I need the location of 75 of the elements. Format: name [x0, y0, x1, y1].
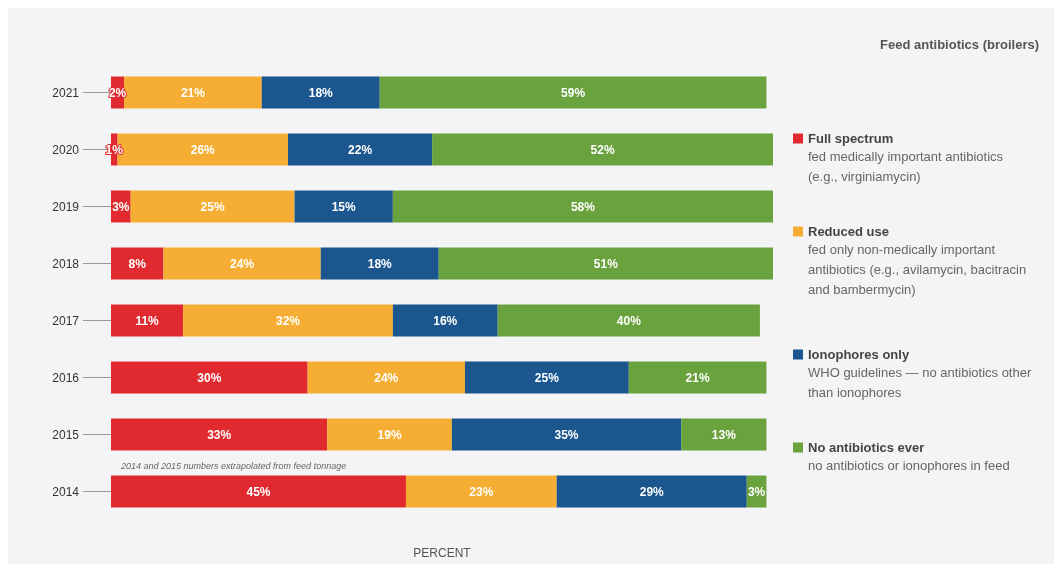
bar	[130, 190, 295, 223]
data-label: 25%	[200, 199, 225, 214]
data-label: 16%	[433, 313, 458, 328]
data-label: 24%	[374, 370, 399, 385]
bar	[628, 361, 767, 394]
y-tick-label: 2018	[52, 256, 80, 271]
y-tick-label: 2021	[52, 85, 80, 100]
bar	[287, 133, 433, 166]
data-label: 3%	[747, 484, 766, 499]
bar	[163, 247, 321, 280]
bar	[681, 418, 767, 451]
data-label: 32%	[275, 313, 301, 328]
bar	[379, 76, 767, 109]
legend-label: No antibiotics ever	[808, 440, 925, 455]
data-label: 58%	[570, 199, 596, 214]
legend-label: Full spectrum	[808, 131, 894, 146]
data-label: 51%	[593, 256, 619, 271]
legend-label: Ionophores only	[808, 347, 910, 362]
text: fed only non-medically important antibiotics (e.g., avilamycin, bacitracin and bambermycin)	[808, 241, 1027, 297]
data-label: 1%	[105, 142, 124, 157]
data-label: 8%	[128, 256, 147, 271]
data-label: 19%	[377, 427, 402, 442]
data-label: 52%	[590, 142, 615, 157]
bar	[327, 418, 452, 451]
data-label: 26%	[190, 142, 216, 157]
text: fed medically important antibiotics (e.g., virginiamycin)	[808, 148, 1004, 184]
data-label: 29%	[639, 484, 665, 499]
bar	[432, 133, 773, 166]
data-label: 18%	[308, 85, 334, 100]
bar	[261, 76, 380, 109]
annotation: 2014 and 2015 numbers extrapolated from feed tonnage	[120, 461, 347, 471]
data-label: 24%	[230, 256, 255, 271]
x-axis-title: PERCENT	[413, 546, 472, 560]
y-tick-label: 2019	[52, 199, 80, 214]
bar	[111, 361, 308, 394]
bar	[392, 304, 498, 337]
data-label: 40%	[616, 313, 642, 328]
y-tick-label: 2017	[52, 313, 80, 328]
bar	[307, 361, 465, 394]
text: no antibiotics or ionophores in feed	[808, 457, 1010, 473]
text: Feed antibiotics (broilers)	[880, 37, 1040, 52]
data-label: 13%	[711, 427, 737, 442]
bar	[294, 190, 393, 223]
data-label: 30%	[197, 370, 222, 385]
data-label: 25%	[534, 370, 560, 385]
data-label: 45%	[246, 484, 271, 499]
data-label: 21%	[685, 370, 710, 385]
data-label: 21%	[180, 85, 206, 100]
bar	[556, 475, 747, 508]
bar	[320, 247, 439, 280]
bar	[183, 304, 393, 337]
legend-label: Reduced use	[808, 224, 889, 239]
data-label: 59%	[561, 85, 586, 100]
y-tick-label: 2014	[52, 484, 80, 499]
bar	[392, 190, 773, 223]
data-label: 18%	[367, 256, 393, 271]
data-label: 23%	[469, 484, 494, 499]
data-label: 3%	[112, 199, 130, 214]
bar	[438, 247, 773, 280]
text: WHO guidelines — no antibiotics other than ionophores	[808, 364, 1032, 400]
bar	[451, 418, 682, 451]
data-label: 33%	[207, 427, 232, 442]
bar	[497, 304, 760, 337]
y-tick-label: 2015	[52, 427, 80, 442]
bar	[111, 418, 328, 451]
data-label: 22%	[348, 142, 373, 157]
bar	[405, 475, 557, 508]
bar	[124, 76, 262, 109]
data-label: 15%	[331, 199, 357, 214]
bar	[111, 475, 406, 508]
y-tick-label: 2020	[52, 142, 80, 157]
data-label: 11%	[135, 313, 160, 328]
data-label: 35%	[554, 427, 579, 442]
y-tick-label: 2016	[52, 370, 80, 385]
bar	[464, 361, 629, 394]
